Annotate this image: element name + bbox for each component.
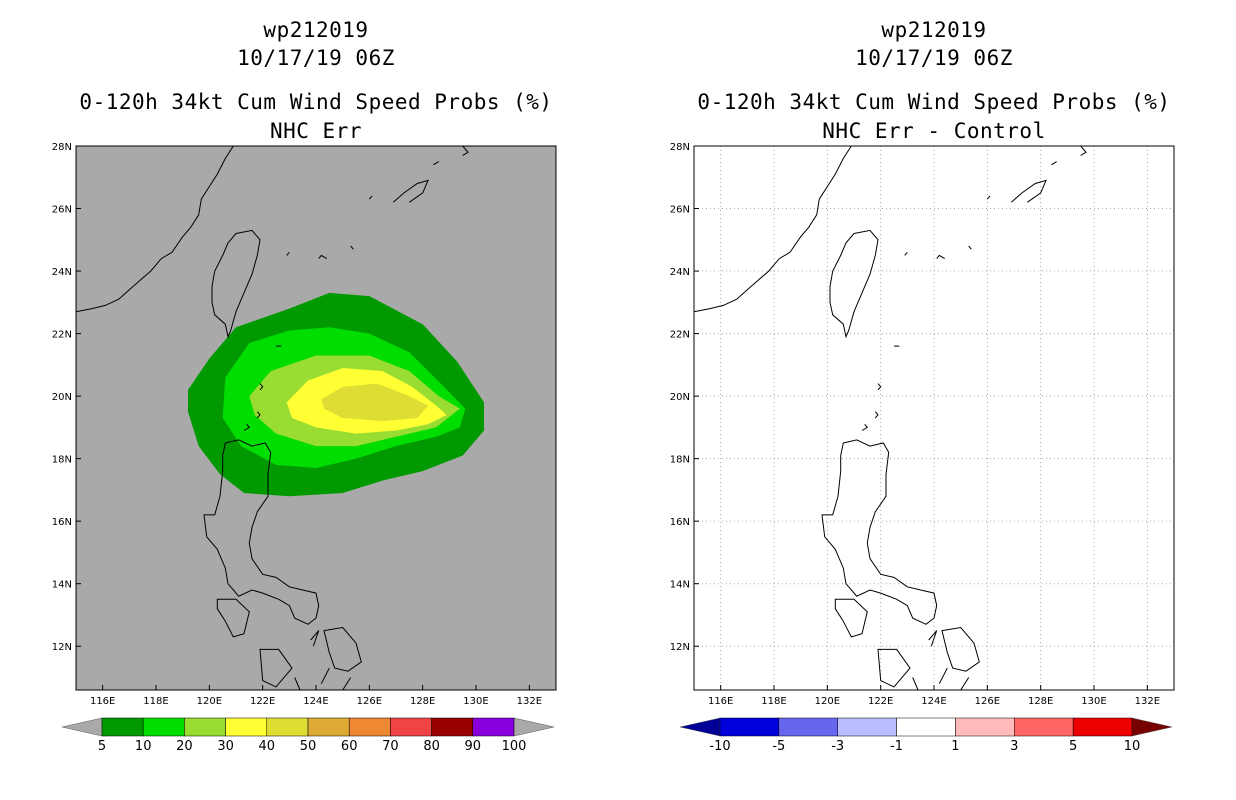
colorbar-label: 60	[341, 739, 358, 754]
x-tick-label: 130E	[463, 696, 488, 707]
colorbar-label: 50	[300, 739, 317, 754]
y-tick-label: 16N	[52, 517, 72, 528]
x-tick-label: 122E	[250, 696, 275, 707]
coastline-island	[259, 383, 264, 391]
colorbar-segment	[390, 717, 432, 737]
x-tick-label: 118E	[143, 696, 168, 707]
coastline-island	[462, 146, 469, 156]
left-subtitle: NHC Err	[269, 119, 362, 143]
colorbar-under-arrow	[61, 717, 103, 737]
coastline-island	[318, 254, 327, 260]
x-tick-label: 128E	[410, 696, 435, 707]
coastline-island	[392, 179, 429, 203]
x-tick-label: 132E	[517, 696, 542, 707]
colorbar-label: 5	[98, 739, 106, 754]
colorbar-label: 40	[259, 739, 276, 754]
colorbar-label: 20	[176, 739, 193, 754]
coastline-island	[286, 251, 290, 256]
y-tick-label: 28N	[52, 142, 72, 153]
coastline-taiwan	[211, 229, 261, 339]
colorbar-segment	[101, 717, 144, 737]
x-tick-label: 124E	[303, 696, 328, 707]
plot-area	[76, 146, 484, 690]
coastline-island	[320, 667, 330, 684]
coastline-panay	[259, 648, 293, 688]
colorbar-over-arrow	[513, 717, 555, 737]
left-storm-id: wp212019	[263, 18, 369, 42]
colorbar-segment	[307, 717, 350, 737]
coastline-island	[310, 630, 320, 647]
colorbar-label: 70	[382, 739, 399, 754]
y-tick-label: 18N	[52, 455, 72, 466]
right-storm-id: wp212019	[881, 18, 987, 42]
right-subtitle: NHC Err - Control	[822, 119, 1046, 143]
coastline-samar	[323, 626, 362, 672]
colorbar-label: 90	[465, 739, 482, 754]
colorbar-label: 80	[423, 739, 440, 754]
colorbar-segment	[184, 717, 226, 737]
y-tick-label: 24N	[52, 267, 72, 278]
colorbar-segment	[348, 717, 391, 737]
coastline-china	[76, 146, 234, 313]
coastline-luzon	[203, 439, 320, 625]
y-tick-label: 20N	[52, 392, 72, 403]
left-datetime: 10/17/19 06Z	[237, 46, 395, 70]
x-tick-label: 126E	[357, 696, 382, 707]
colorbar-segment	[431, 717, 474, 737]
colorbar-label: 30	[217, 739, 234, 754]
coastline-island	[433, 161, 439, 166]
coastline-island	[368, 195, 373, 200]
colorbar-segment	[225, 717, 268, 737]
colorbar-segment	[142, 717, 185, 737]
colorbar-label: 10	[135, 739, 152, 754]
coastline-island	[243, 423, 251, 431]
right-variable-title: 0-120h 34kt Cum Wind Speed Probs (%)	[697, 90, 1171, 114]
colorbar-label: 100	[502, 739, 527, 754]
colorbar-segment	[472, 717, 515, 737]
y-tick-label: 14N	[52, 580, 72, 591]
y-tick-label: 26N	[52, 205, 72, 216]
coastline-mindoro	[216, 598, 250, 638]
coastline-island	[342, 677, 352, 690]
y-tick-label: 22N	[52, 330, 72, 341]
coastline-island	[294, 677, 301, 690]
coastline-island	[350, 245, 354, 250]
coastline-island	[256, 411, 261, 419]
contour-40-percent	[321, 383, 428, 422]
y-tick-label: 12N	[52, 642, 72, 653]
right-datetime: 10/17/19 06Z	[855, 46, 1013, 70]
left-variable-title: 0-120h 34kt Cum Wind Speed Probs (%)	[79, 90, 553, 114]
colorbar-segment	[266, 717, 309, 737]
x-tick-label: 120E	[197, 696, 222, 707]
x-tick-label: 116E	[90, 696, 115, 707]
